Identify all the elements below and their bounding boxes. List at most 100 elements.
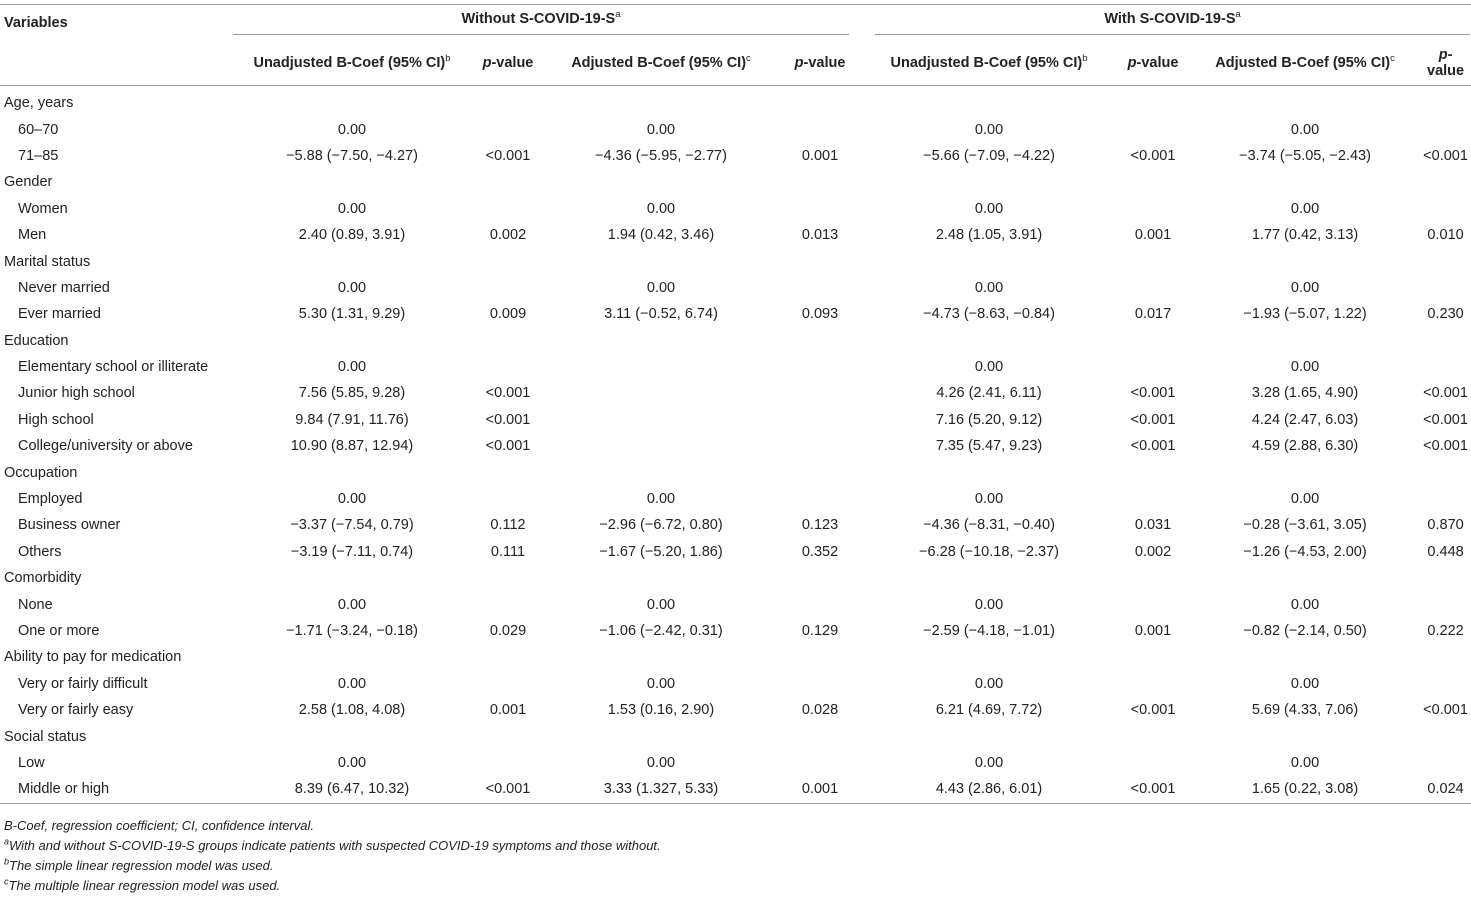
- group-header-without: Without S-COVID-19-Sa: [232, 5, 862, 42]
- category-row: Gender: [0, 169, 1471, 195]
- level-label: None: [18, 596, 53, 613]
- pvalue-cell: [472, 86, 544, 117]
- table-row: Men 2.40 (0.89, 3.91) 0.002 1.94 (0.42, 3.4…: [0, 222, 1471, 248]
- header-row-groups: Variables Without S-COVID-19-Sa With S-C…: [0, 4, 1471, 42]
- coef-cell: 4.26 (2.41, 6.11): [936, 385, 1042, 402]
- coef-cell: [1190, 328, 1420, 354]
- pvalue-header: p-value: [1427, 47, 1465, 79]
- footnote-abbreviations: B-Coef, regression coefficient; CI, conf…: [4, 818, 314, 833]
- coef-cell: [862, 723, 1116, 749]
- pvalue-cell: [1116, 565, 1190, 591]
- coef-cell: [1190, 723, 1420, 749]
- category-label: Occupation: [4, 464, 78, 481]
- pvalue-cell: [1116, 86, 1190, 117]
- coef-cell: 0.00: [337, 200, 367, 217]
- coef-cell: 0.00: [974, 121, 1004, 138]
- header-row-columns: Unadjusted B-Coef (95% CI)b p-value Adju…: [0, 41, 1471, 86]
- coef-cell: [1190, 644, 1420, 670]
- pvalue-cell: [778, 116, 862, 142]
- coef-cell: 0.00: [646, 279, 676, 296]
- coef-cell: 0.00: [337, 279, 367, 296]
- unadjusted-header-with: Unadjusted B-Coef (95% CI)b: [890, 53, 1088, 71]
- pvalue-cell: [472, 354, 544, 380]
- coef-cell: 0.00: [974, 200, 1004, 217]
- coef-cell: [862, 565, 1116, 591]
- coef-cell: 0.00: [337, 754, 367, 771]
- pvalue-cell: [1420, 565, 1471, 591]
- pvalue-cell: [1420, 169, 1471, 195]
- table-row: Business owner −3.37 (−7.54, 0.79) 0.112 −2…: [0, 512, 1471, 538]
- level-label: Employed: [18, 491, 83, 508]
- adjusted-header-without: Adjusted B-Coef (95% CI)c: [571, 53, 751, 71]
- coef-cell: 0.00: [1290, 200, 1320, 217]
- pvalue-cell: [778, 380, 862, 406]
- coef-cell: 7.56 (5.85, 9.28): [298, 385, 406, 402]
- coef-cell: −4.36 (−5.95, −2.77): [595, 147, 727, 164]
- pvalue-cell: <0.001: [1423, 438, 1468, 455]
- pvalue-cell: [472, 328, 544, 354]
- pvalue-cell: [1116, 671, 1190, 697]
- pvalue-cell: [1116, 459, 1190, 485]
- table-row: Junior high school 7.56 (5.85, 9.28) <0.00…: [0, 380, 1471, 406]
- level-label: Elementary school or illiterate: [18, 359, 209, 376]
- coef-cell: [1190, 169, 1420, 195]
- coef-cell: [862, 169, 1116, 195]
- coef-cell: [232, 459, 472, 485]
- coef-cell: 1.77 (0.42, 3.13): [1251, 227, 1359, 244]
- empty-header-cell: [0, 41, 232, 86]
- pvalue-cell: 0.001: [801, 147, 839, 164]
- level-label: High school: [18, 411, 94, 428]
- pvalue-cell: <0.001: [1130, 385, 1176, 402]
- coef-cell: −1.67 (−5.20, 1.86): [599, 543, 723, 560]
- table-row: Women 0.00 0.00 0.00 0.00: [0, 196, 1471, 222]
- pvalue-cell: 0.031: [1134, 517, 1172, 534]
- level-label: Middle or high: [18, 781, 110, 798]
- coef-cell: 0.00: [1290, 675, 1320, 692]
- pvalue-cell: [778, 459, 862, 485]
- unadjusted-header-without: Unadjusted B-Coef (95% CI)b: [253, 53, 451, 71]
- level-label: Women: [18, 200, 68, 217]
- pvalue-cell: [1420, 591, 1471, 617]
- coef-cell: 10.90 (8.87, 12.94): [290, 438, 414, 455]
- coef-cell: 0.00: [646, 491, 676, 508]
- table-footnotes: B-Coef, regression coefficient; CI, conf…: [4, 816, 661, 896]
- coef-cell: [862, 86, 1116, 117]
- coef-cell: −0.82 (−2.14, 0.50): [1243, 623, 1367, 639]
- coef-cell: −2.96 (−6.72, 0.80): [599, 517, 723, 534]
- pvalue-cell: [778, 328, 862, 354]
- coef-cell: 0.00: [974, 359, 1004, 376]
- table-row: Elementary school or illiterate 0.00 0.00 0…: [0, 354, 1471, 380]
- coef-cell: −3.74 (−5.05, −2.43): [1239, 147, 1371, 164]
- table-row: Employed 0.00 0.00 0.00 0.00: [0, 486, 1471, 512]
- pvalue-cell: 0.352: [801, 543, 839, 560]
- pvalue-cell: 0.230: [1427, 306, 1464, 323]
- table-row: 60–70 0.00 0.00 0.00 0.00: [0, 116, 1471, 142]
- coef-cell: 5.30 (1.31, 9.29): [298, 306, 406, 323]
- level-label: Business owner: [18, 517, 121, 534]
- pvalue-cell: 0.870: [1427, 517, 1464, 534]
- coef-cell: [1190, 459, 1420, 485]
- coef-cell: 0.00: [1290, 596, 1320, 613]
- pvalue-cell: [778, 486, 862, 512]
- category-label: Social status: [4, 728, 87, 745]
- table-row: Low 0.00 0.00 0.00 0.00: [0, 750, 1471, 776]
- table-row: Very or fairly difficult 0.00 0.00 0.00 0.00: [0, 671, 1471, 697]
- coef-cell: 0.00: [974, 279, 1004, 296]
- coef-cell: 0.00: [337, 359, 367, 376]
- coef-cell: −1.93 (−5.07, 1.22): [1243, 306, 1367, 323]
- pvalue-cell: [1116, 169, 1190, 195]
- footnote-a: aWith and without S-COVID-19-S groups in…: [4, 836, 661, 853]
- pvalue-cell: [778, 196, 862, 222]
- pvalue-cell: [472, 459, 544, 485]
- coef-cell: [862, 459, 1116, 485]
- level-label: Low: [18, 754, 45, 771]
- coef-cell: 0.00: [337, 596, 367, 613]
- pvalue-cell: 0.448: [1427, 543, 1464, 560]
- pvalue-cell: [1420, 354, 1471, 380]
- coef-cell: 4.59 (2.88, 6.30): [1251, 438, 1359, 455]
- pvalue-cell: <0.001: [1423, 385, 1468, 402]
- coef-cell: [544, 328, 778, 354]
- pvalue-cell: [472, 644, 544, 670]
- pvalue-cell: [1116, 116, 1190, 142]
